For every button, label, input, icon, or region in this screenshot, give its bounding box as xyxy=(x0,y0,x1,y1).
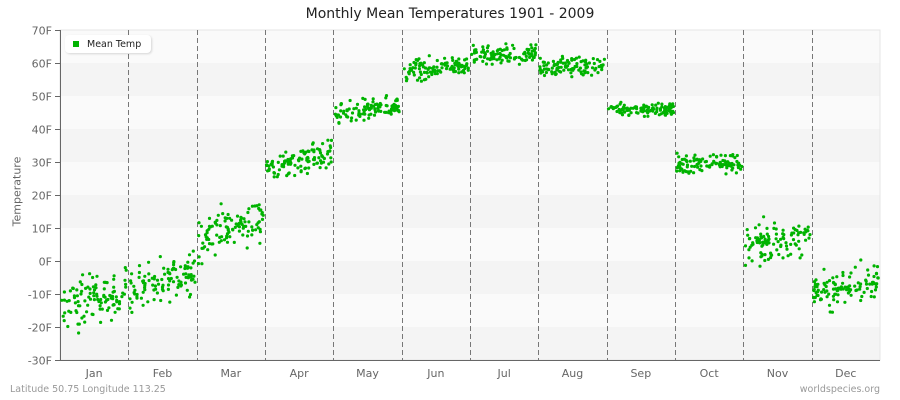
x-tick-label: May xyxy=(356,367,379,380)
y-tick-label: 40F xyxy=(32,124,52,137)
y-tick-label: -10F xyxy=(28,289,52,302)
x-tick-label: Sep xyxy=(630,367,651,380)
y-tick-label: -20F xyxy=(28,322,52,335)
y-tick-label: -30F xyxy=(28,355,52,368)
x-tick-label: Feb xyxy=(153,367,172,380)
legend-label: Mean Temp xyxy=(87,38,142,50)
x-tick-label: Aug xyxy=(562,367,583,380)
chart-title: Monthly Mean Temperatures 1901 - 2009 xyxy=(305,6,595,22)
legend[interactable]: Mean Temp xyxy=(65,35,152,53)
x-tick-label: Jun xyxy=(426,367,444,380)
data-points xyxy=(60,42,880,335)
x-tick-label: Apr xyxy=(290,367,310,380)
x-tick-label: Mar xyxy=(220,367,241,380)
y-tick-label: 20F xyxy=(32,190,52,203)
x-tick-label: Jul xyxy=(497,367,511,380)
y-tick-label: 30F xyxy=(32,157,52,170)
x-tick-label: Nov xyxy=(767,367,789,380)
y-tick-label: 60F xyxy=(32,58,52,71)
x-tick-label: Jan xyxy=(85,367,103,380)
y-axis-label: Temperature xyxy=(10,156,24,227)
x-tick-label: Oct xyxy=(700,367,720,380)
location-caption: Latitude 50.75 Longitude 113.25 xyxy=(10,384,166,395)
source-credit[interactable]: worldspecies.org xyxy=(799,384,880,395)
y-tick-label: 70F xyxy=(32,25,52,38)
y-tick-label: 0F xyxy=(39,256,52,269)
y-tick-label: 10F xyxy=(32,223,52,236)
x-tick-label: Dec xyxy=(835,367,856,380)
y-tick-label: 50F xyxy=(32,91,52,104)
legend-swatch-icon xyxy=(73,41,79,47)
